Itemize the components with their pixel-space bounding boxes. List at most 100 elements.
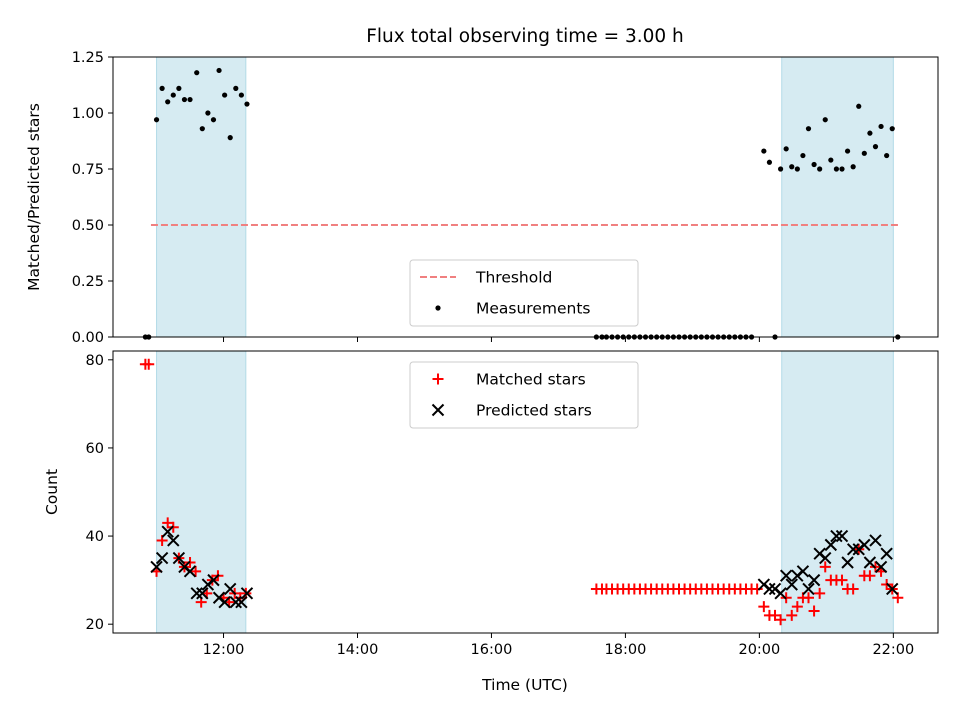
measurement-point bbox=[187, 96, 193, 103]
predicted-star-point bbox=[796, 565, 810, 578]
predicted-star-point bbox=[155, 551, 169, 565]
predicted-star-point bbox=[774, 587, 787, 600]
measurement-point bbox=[805, 126, 812, 132]
y-tick-label: 0.00 bbox=[72, 330, 104, 346]
measurement-point bbox=[789, 164, 795, 170]
measurement-point bbox=[822, 117, 828, 123]
measurement-point bbox=[244, 101, 250, 107]
matched-star-point bbox=[769, 609, 781, 621]
x-tick-label: 20:00 bbox=[738, 642, 780, 658]
predicted-star-point bbox=[224, 582, 237, 596]
axes-frame bbox=[112, 56, 939, 338]
x-axis-label: Time (UTC) bbox=[481, 676, 568, 694]
matched-star-point bbox=[847, 583, 859, 595]
y-tick-label: 1.00 bbox=[72, 106, 104, 122]
axes-frame bbox=[112, 350, 939, 634]
measurement-point bbox=[850, 164, 856, 170]
matched-star-point bbox=[814, 587, 826, 599]
predicted-star-point bbox=[167, 534, 180, 547]
predicted-star-point bbox=[763, 582, 776, 596]
measurement-point bbox=[856, 103, 862, 109]
measurement-point bbox=[872, 144, 879, 150]
measurement-point bbox=[878, 123, 884, 130]
measurement-point bbox=[216, 67, 222, 74]
predicted-star-point bbox=[824, 538, 838, 552]
matched-star-point bbox=[836, 574, 848, 586]
predicted-star-point bbox=[880, 547, 893, 560]
measurement-point bbox=[233, 85, 239, 91]
measurement-point bbox=[777, 166, 784, 172]
chart-title: Flux total observing time = 3.00 h bbox=[366, 26, 684, 47]
predicted-star-point bbox=[802, 582, 815, 596]
measurement-point bbox=[176, 85, 182, 91]
x-tick-label: 18:00 bbox=[605, 642, 647, 658]
ratio-panel: 0.00 0.25 0.50 0.75 1.00 1.25 Matched/Predicte… bbox=[25, 50, 939, 346]
y-tick-label: 20 bbox=[86, 617, 104, 633]
predicted-star-point bbox=[183, 565, 197, 578]
matched-star-point bbox=[803, 592, 815, 604]
measurement-point bbox=[159, 85, 165, 91]
x-tick-label: 12:00 bbox=[203, 642, 245, 658]
predicted-star-point bbox=[830, 529, 843, 543]
measurement-point bbox=[766, 159, 773, 165]
measurement-point bbox=[210, 117, 217, 123]
measurement-point bbox=[153, 117, 160, 123]
predicted-star-point bbox=[841, 556, 854, 569]
predicted-star-point bbox=[846, 543, 860, 556]
matched-star-point bbox=[143, 358, 155, 370]
measurement-point bbox=[889, 126, 895, 132]
measurement-point bbox=[165, 99, 171, 105]
shaded-span bbox=[781, 350, 894, 634]
predicted-star-point bbox=[785, 578, 798, 591]
legend: Matched stars Predicted stars bbox=[409, 361, 639, 429]
measurement-point bbox=[783, 146, 789, 152]
predicted-star-point bbox=[161, 525, 174, 538]
matched-star-point bbox=[190, 565, 202, 577]
legend-label: Measurements bbox=[476, 300, 591, 318]
predicted-star-point bbox=[190, 587, 203, 600]
measurement-point bbox=[205, 110, 211, 116]
measurement-point bbox=[844, 148, 851, 154]
predicted-star-point bbox=[150, 560, 163, 574]
legend-label: Threshold bbox=[475, 269, 552, 287]
predicted-star-point bbox=[240, 587, 254, 600]
measurement-point bbox=[222, 92, 228, 98]
predicted-star-point bbox=[863, 556, 877, 569]
measurement-point bbox=[867, 130, 873, 136]
measurement-point bbox=[800, 152, 806, 159]
measurement-point bbox=[884, 152, 890, 159]
measurement-point bbox=[828, 157, 834, 163]
y-axis-label: Matched/Predicted stars bbox=[25, 103, 43, 291]
y-tick-label: 1.25 bbox=[72, 50, 104, 66]
measurement-point bbox=[761, 148, 767, 154]
predicted-star-point bbox=[869, 534, 882, 547]
shaded-span bbox=[156, 350, 247, 634]
y-tick-label: 40 bbox=[86, 529, 104, 545]
legend-label: Matched stars bbox=[476, 371, 586, 389]
matched-star-point bbox=[819, 561, 831, 573]
measurement-point bbox=[861, 150, 867, 156]
measurement-point bbox=[238, 92, 244, 98]
y-axis-label: Count bbox=[43, 469, 61, 515]
predicted-star-point bbox=[779, 569, 793, 582]
legend-label: Predicted stars bbox=[476, 402, 592, 420]
matched-star-point bbox=[808, 605, 820, 617]
legend-box bbox=[409, 361, 639, 429]
predicted-star-point bbox=[819, 551, 832, 565]
x-tick-label: 14:00 bbox=[337, 642, 379, 658]
measurement-point bbox=[199, 126, 205, 132]
measurement-point bbox=[833, 166, 840, 172]
shaded-span bbox=[156, 56, 247, 338]
measurement-point bbox=[817, 166, 823, 172]
predicted-star-point bbox=[218, 595, 231, 609]
x-tick-label: 16:00 bbox=[471, 642, 513, 658]
predicted-star-point bbox=[858, 538, 871, 552]
predicted-star-point bbox=[886, 582, 899, 596]
matched-star-point bbox=[786, 609, 798, 621]
measurement-point bbox=[227, 135, 233, 141]
measurement-point bbox=[194, 70, 200, 76]
legend-box bbox=[409, 259, 639, 327]
legend-marker-measurements bbox=[435, 305, 441, 311]
matched-star-point bbox=[758, 601, 770, 613]
